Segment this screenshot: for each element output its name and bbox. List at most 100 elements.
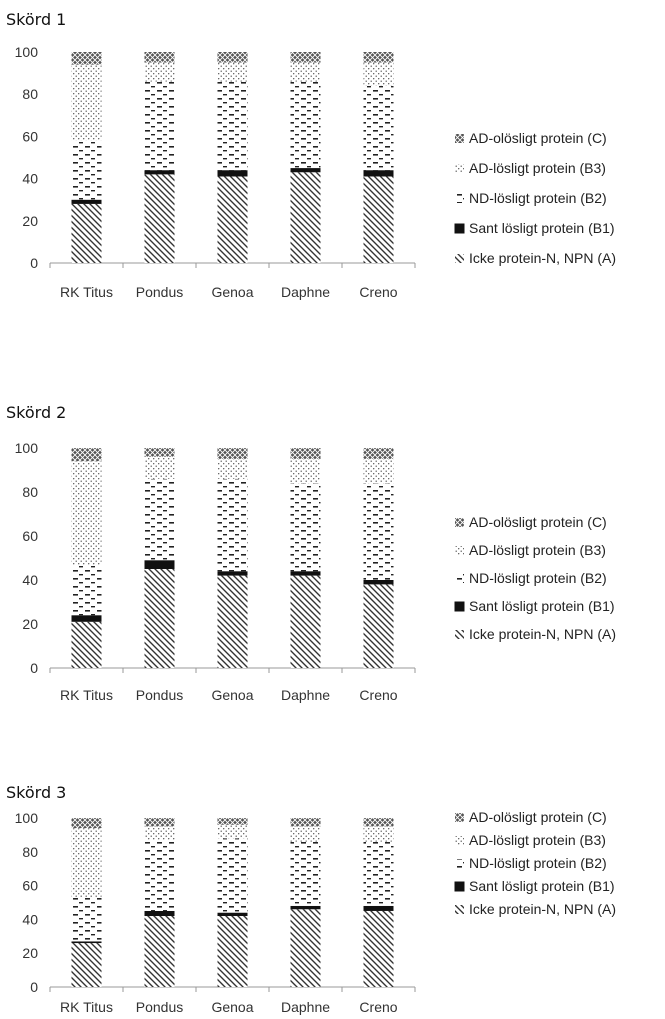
y-tick-label: 100 — [15, 810, 39, 826]
x-category-label: Daphne — [281, 284, 330, 300]
bar-segment — [290, 62, 321, 82]
bar-segment — [363, 85, 394, 171]
bar-segment — [290, 81, 321, 169]
bar-segment — [217, 52, 248, 63]
y-tick-label: 40 — [22, 572, 38, 588]
bar-segment — [144, 916, 175, 987]
legend-label: Icke protein-N, NPN (A) — [469, 901, 616, 917]
legend-swatch — [455, 905, 464, 914]
bar-segment — [217, 478, 248, 572]
bar-segment — [363, 905, 394, 911]
chart-title: Skörd 1 — [6, 10, 67, 29]
bar-segment — [144, 81, 175, 171]
bar-segment — [363, 52, 394, 63]
bar-segment — [217, 459, 248, 479]
legend-swatch — [455, 164, 464, 173]
y-tick-label: 80 — [22, 86, 38, 102]
bar-segment — [217, 62, 248, 82]
bar-segment — [290, 459, 321, 484]
bar-segment — [217, 571, 248, 576]
bar-segment — [71, 818, 102, 829]
bar-segment — [71, 461, 102, 565]
y-tick-label: 100 — [15, 44, 39, 60]
bar-segment — [71, 140, 102, 200]
bar-segment — [363, 841, 394, 906]
x-category-label: Pondus — [136, 999, 183, 1015]
bar-segment — [363, 62, 394, 86]
legend-swatch — [455, 836, 464, 845]
bar-segment — [144, 818, 175, 827]
x-category-label: Genoa — [211, 999, 253, 1015]
legend-swatch — [455, 518, 464, 527]
bar-segment — [144, 569, 175, 668]
bar-segment — [217, 170, 248, 177]
legend-swatch — [455, 194, 464, 203]
legend-swatch — [455, 813, 464, 822]
legend-label: AD-olösligt protein (C) — [469, 809, 607, 825]
bar-segment — [290, 168, 321, 173]
legend-label: AD-lösligt protein (B3) — [469, 832, 606, 848]
bar-segment — [217, 448, 248, 459]
bar-segment — [71, 199, 102, 204]
x-category-label: RK Titus — [60, 999, 113, 1015]
y-tick-label: 60 — [22, 878, 38, 894]
y-tick-label: 20 — [22, 945, 38, 961]
y-tick-label: 20 — [22, 616, 38, 632]
bar-segment — [363, 826, 394, 842]
bar-segment — [217, 824, 248, 839]
y-tick-label: 0 — [30, 979, 38, 995]
legend-swatch — [454, 881, 465, 892]
bar-segment — [144, 170, 175, 175]
bar-segment — [290, 172, 321, 263]
legend-label: Icke protein-N, NPN (A) — [469, 626, 616, 642]
legend-label: Sant lösligt protein (B1) — [469, 878, 615, 894]
y-tick-label: 40 — [22, 911, 38, 927]
y-tick-label: 80 — [22, 844, 38, 860]
bar-segment — [217, 838, 248, 913]
bar-segment — [363, 176, 394, 263]
legend-label: ND-lösligt protein (B2) — [469, 855, 607, 871]
bar-segment — [363, 459, 394, 484]
bar-segment — [217, 176, 248, 263]
bar-segment — [290, 483, 321, 572]
chart-title: Skörd 2 — [6, 403, 67, 422]
stacked-bar-chart: 0 20 40 60 80 100 RK Titus Pondus Genoa Daphne Cre… — [15, 440, 616, 703]
bar-segment — [71, 621, 102, 668]
bar-segment — [363, 170, 394, 177]
legend-swatch — [455, 574, 464, 583]
bar-segment — [217, 81, 248, 171]
chart-title: Skörd 3 — [6, 783, 67, 802]
y-tick-label: 20 — [22, 213, 38, 229]
legend-label: ND-lösligt protein (B2) — [469, 570, 607, 586]
bar-segment — [71, 943, 102, 987]
legend-label: AD-lösligt protein (B3) — [469, 542, 606, 558]
bar-segment — [290, 448, 321, 459]
x-category-label: RK Titus — [60, 687, 113, 703]
bar-segment — [363, 483, 394, 580]
y-tick-label: 80 — [22, 484, 38, 500]
bar-segment — [290, 818, 321, 827]
bar-segment — [217, 575, 248, 668]
legend-label: Sant lösligt protein (B1) — [469, 598, 615, 614]
x-category-label: Pondus — [136, 284, 183, 300]
legend-swatch — [454, 223, 465, 234]
bar-segment — [144, 52, 175, 63]
bar-segment — [363, 448, 394, 459]
legend-swatch — [455, 546, 464, 555]
x-category-label: Genoa — [211, 687, 253, 703]
stacked-bar-chart: 0 20 40 60 80 100 RK Titus Pondus Genoa Daphne Cre… — [15, 44, 616, 300]
bar-segment — [144, 826, 175, 840]
legend-swatch — [455, 134, 464, 143]
bar-segment — [71, 52, 102, 65]
bar-segment — [144, 456, 175, 479]
bar-segment — [71, 828, 102, 898]
legend-label: AD-olösligt protein (C) — [469, 130, 607, 146]
x-category-label: Pondus — [136, 687, 183, 703]
bar-segment — [71, 897, 102, 942]
legend-label: Icke protein-N, NPN (A) — [469, 250, 616, 266]
legend-swatch — [455, 630, 464, 639]
bar-segment — [217, 916, 248, 987]
legend-label: AD-olösligt protein (C) — [469, 514, 607, 530]
bar-segment — [144, 560, 175, 569]
